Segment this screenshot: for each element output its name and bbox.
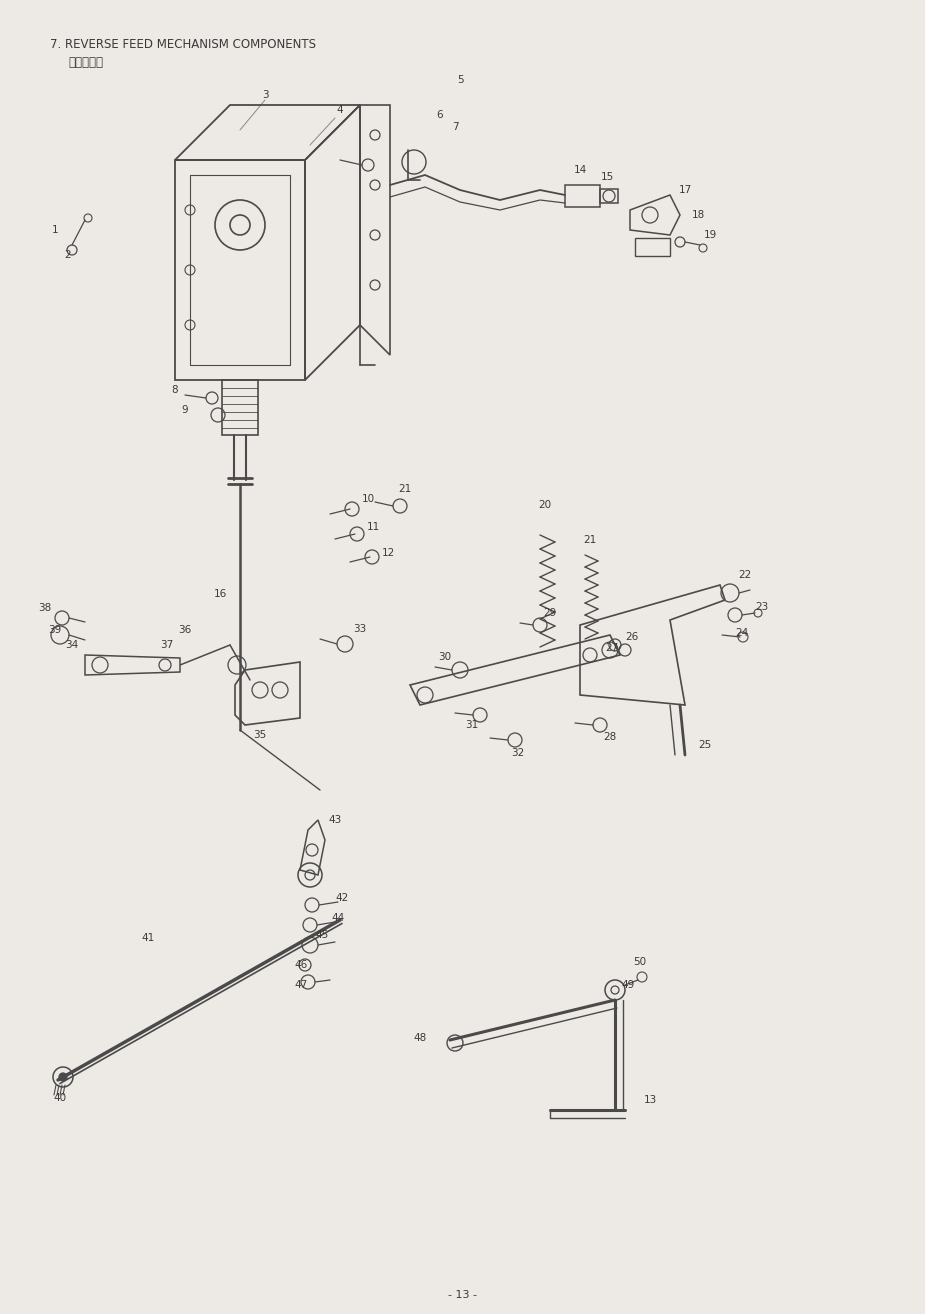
- Text: 34: 34: [66, 640, 79, 650]
- Text: 22: 22: [738, 570, 752, 579]
- Text: 29: 29: [543, 608, 557, 618]
- Text: 5: 5: [457, 75, 463, 85]
- Text: 37: 37: [160, 640, 174, 650]
- Text: 1: 1: [52, 225, 58, 235]
- Text: 15: 15: [600, 172, 613, 183]
- Text: 12: 12: [381, 548, 395, 558]
- Text: 7: 7: [451, 122, 458, 131]
- Text: 19: 19: [703, 230, 717, 240]
- Text: 8: 8: [172, 385, 179, 396]
- Text: 26: 26: [625, 632, 638, 643]
- Text: 33: 33: [353, 624, 366, 633]
- Text: 18: 18: [691, 210, 705, 219]
- Text: 6: 6: [437, 110, 443, 120]
- Text: 44: 44: [331, 913, 345, 922]
- Text: 17: 17: [678, 185, 692, 194]
- Text: 20: 20: [538, 501, 551, 510]
- Text: 4: 4: [337, 105, 343, 116]
- Text: 7. REVERSE FEED MECHANISM COMPONENTS: 7. REVERSE FEED MECHANISM COMPONENTS: [50, 38, 316, 51]
- Bar: [600, 189, 618, 202]
- Polygon shape: [85, 654, 180, 675]
- Text: 27: 27: [605, 643, 619, 653]
- Text: 16: 16: [214, 589, 227, 599]
- Text: 逆送り関係: 逆送り関係: [68, 57, 103, 70]
- Text: 30: 30: [438, 652, 451, 662]
- Text: 36: 36: [179, 625, 191, 635]
- Text: 50: 50: [634, 957, 647, 967]
- Text: 46: 46: [295, 961, 308, 970]
- Text: 23: 23: [756, 602, 769, 612]
- Text: 35: 35: [253, 731, 266, 740]
- Text: 40: 40: [54, 1093, 67, 1102]
- Text: 25: 25: [698, 740, 711, 750]
- Text: 9: 9: [181, 405, 189, 415]
- Text: - 13 -: - 13 -: [448, 1290, 476, 1300]
- Text: 45: 45: [315, 930, 328, 940]
- Bar: [565, 185, 600, 208]
- Text: 38: 38: [38, 603, 52, 614]
- Text: 13: 13: [644, 1095, 657, 1105]
- Text: 10: 10: [362, 494, 375, 505]
- Text: 31: 31: [465, 720, 478, 731]
- Bar: [635, 238, 670, 256]
- Text: 47: 47: [295, 980, 308, 989]
- Text: 41: 41: [142, 933, 154, 943]
- Bar: [222, 380, 258, 435]
- Text: 43: 43: [328, 815, 341, 825]
- Text: 21: 21: [584, 535, 597, 545]
- Text: 11: 11: [366, 522, 379, 532]
- Text: 3: 3: [262, 89, 268, 100]
- Text: 2: 2: [65, 250, 71, 260]
- Text: 28: 28: [603, 732, 617, 742]
- Text: 48: 48: [413, 1033, 426, 1043]
- Text: 49: 49: [622, 980, 635, 989]
- Text: 14: 14: [574, 166, 586, 175]
- Circle shape: [59, 1074, 67, 1081]
- Text: 21: 21: [399, 484, 412, 494]
- Text: 39: 39: [48, 625, 62, 635]
- Text: 42: 42: [336, 894, 349, 903]
- Text: 24: 24: [735, 628, 748, 639]
- Text: 32: 32: [512, 748, 524, 758]
